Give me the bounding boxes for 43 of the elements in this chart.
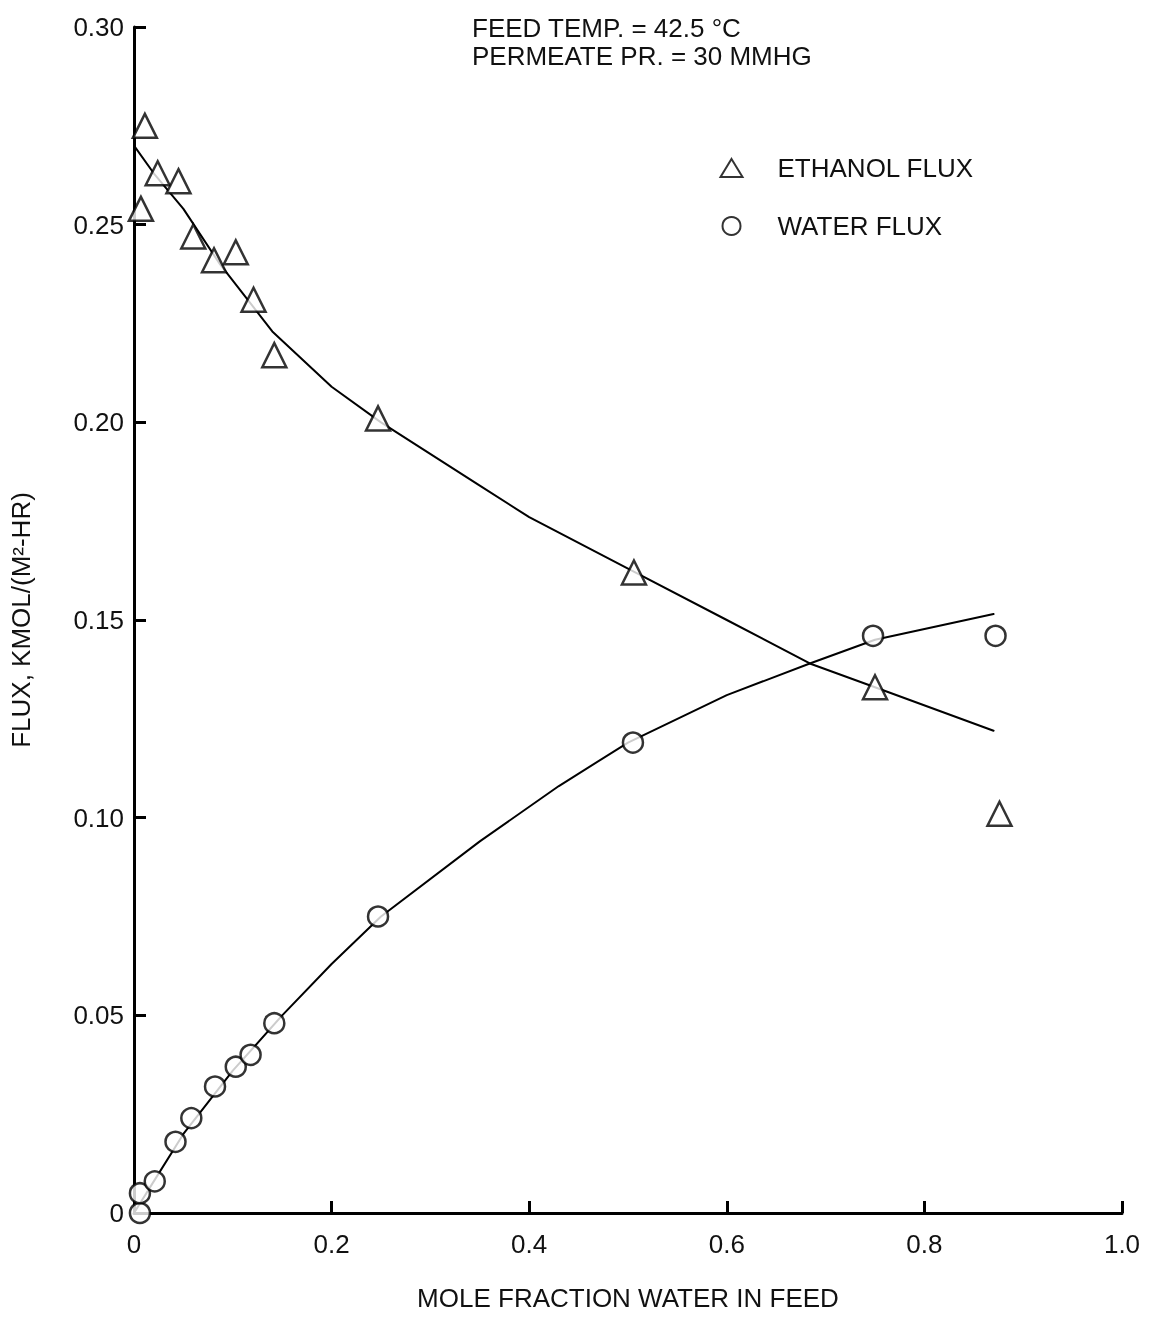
- point: [222, 239, 250, 266]
- annotation: FEED TEMP. = 42.5 °C PERMEATE PR. = 30 MMHG: [472, 13, 812, 71]
- point: [861, 624, 885, 648]
- point: [180, 1106, 203, 1130]
- point: [239, 1043, 262, 1067]
- x-axis-title: MOLE FRACTION WATER IN FEED: [417, 1283, 839, 1313]
- x-tick-label: 0.6: [708, 1229, 745, 1259]
- point: [986, 800, 1013, 827]
- point: [224, 1055, 248, 1078]
- point: [128, 1201, 152, 1225]
- x-tick-label: 1.0: [1103, 1229, 1141, 1259]
- point: [128, 1181, 152, 1205]
- point: [366, 905, 390, 928]
- y-tick-label: 0.20: [73, 407, 124, 438]
- point: [203, 1075, 227, 1098]
- x-tick-label: 0.4: [511, 1229, 548, 1259]
- point: [621, 731, 645, 754]
- point: [240, 286, 267, 314]
- point: [165, 167, 192, 195]
- point: [180, 223, 207, 250]
- point: [127, 195, 155, 223]
- point: [861, 673, 889, 701]
- point: [164, 1130, 187, 1154]
- point: [620, 559, 648, 586]
- point: [200, 247, 228, 274]
- y-tick-label: 0.05: [73, 1000, 124, 1031]
- x-tick-label: 0.8: [906, 1229, 943, 1259]
- y-tick-label: 0: [109, 1198, 124, 1228]
- x-tick-label: 0.2: [313, 1229, 350, 1259]
- point: [364, 405, 392, 432]
- legend-label: WATER FLUX: [777, 211, 943, 241]
- y-tick-label: 0.25: [73, 209, 124, 240]
- point: [131, 112, 159, 140]
- point: [261, 341, 288, 369]
- y-tick-label: 0.30: [73, 12, 124, 42]
- point: [143, 1170, 166, 1193]
- legend-label: ETHANOL FLUX: [777, 153, 974, 183]
- y-axis-title: FLUX, KMOL/(M²-HR): [6, 492, 36, 748]
- y-tick-label: 0.15: [73, 605, 124, 635]
- point: [144, 160, 171, 187]
- point: [984, 624, 1007, 648]
- point: [263, 1011, 286, 1035]
- y-tick-label: 0.10: [73, 802, 124, 833]
